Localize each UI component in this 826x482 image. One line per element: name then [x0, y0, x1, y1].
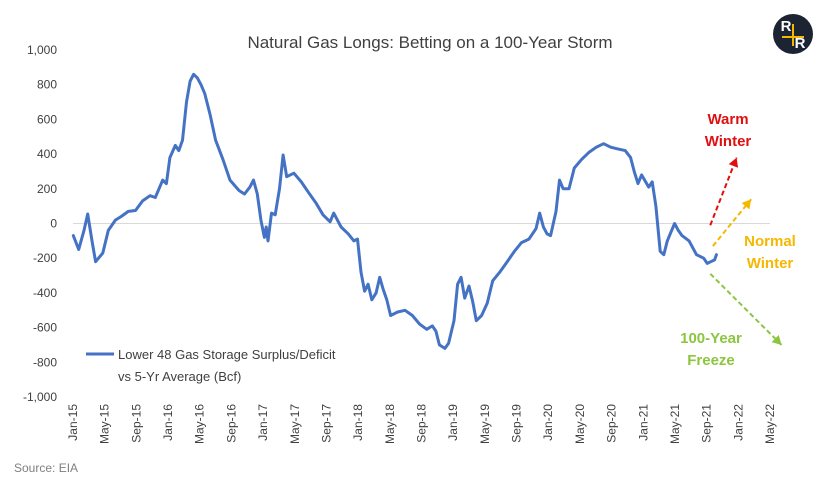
y-tick-label: 800 — [37, 78, 57, 92]
logo-letter-bottom: R — [795, 35, 806, 52]
x-tick-label: May-18 — [383, 404, 397, 444]
x-tick-label: Sep-15 — [129, 404, 143, 443]
x-tick-label: May-17 — [288, 404, 302, 444]
x-tick-label: May-19 — [478, 404, 492, 444]
brand-logo: R R — [773, 14, 813, 54]
x-tick-label: May-16 — [193, 404, 207, 444]
legend-label-line2: vs 5-Yr Average (Bcf) — [118, 369, 241, 384]
y-tick-label: -200 — [33, 251, 57, 265]
arrow-warm-winter — [709, 157, 738, 226]
arrowhead-hundred-year-freeze — [771, 335, 782, 345]
x-tick-label: Sep-20 — [605, 404, 619, 443]
annotation-label-normal-winter: Winter — [747, 255, 794, 272]
arrowhead-normal-winter — [741, 199, 752, 210]
x-tick-label: Sep-21 — [700, 404, 714, 443]
arrow-hundred-year-freeze — [709, 273, 783, 346]
legend-label-line1: Lower 48 Gas Storage Surplus/Deficit — [118, 347, 336, 362]
y-tick-label: -400 — [33, 286, 57, 300]
annotation-label-hundred-year-freeze: Freeze — [687, 352, 735, 369]
x-tick-label: Sep-17 — [319, 404, 333, 443]
arrowhead-warm-winter — [728, 157, 739, 168]
y-tick-label: 200 — [37, 182, 57, 196]
chart-title: Natural Gas Longs: Betting on a 100-Year… — [247, 33, 612, 52]
x-axis: Jan-15 May-15 Sep-15 Jan-16 May-16 Sep-16 Jan-… — [66, 404, 777, 444]
x-tick-label: May-15 — [98, 404, 112, 444]
x-tick-label: Jan-16 — [161, 404, 175, 441]
annotation-label-hundred-year-freeze: 100-Year — [680, 330, 742, 347]
y-tick-label: 1,000 — [27, 43, 57, 57]
x-tick-label: May-21 — [668, 404, 682, 444]
x-tick-label: Jan-22 — [731, 404, 745, 441]
annotation-label-warm-winter: Winter — [705, 133, 752, 150]
arrow-normal-winter — [712, 198, 752, 247]
annotation-label-warm-winter: Warm — [707, 111, 748, 128]
y-tick-label: -1,000 — [23, 390, 57, 404]
x-tick-label: Jan-20 — [541, 404, 555, 441]
scenario-annotations: Warm Winter Normal Winter 100-Year Freeze — [680, 111, 796, 369]
x-tick-label: Jan-15 — [66, 404, 80, 441]
x-tick-label: Jan-18 — [351, 404, 365, 441]
logo-letter-top: R — [781, 18, 792, 35]
x-tick-label: Sep-16 — [224, 404, 238, 443]
y-axis: 1,000 800 600 400 200 0 -200 -400 -600 -800 -1,000 — [23, 43, 57, 404]
x-tick-label: Jan-19 — [446, 404, 460, 441]
series-line-storage-surplus — [71, 72, 718, 350]
annotation-label-normal-winter: Normal — [744, 233, 796, 250]
y-tick-label: 600 — [37, 112, 57, 126]
x-tick-label: Jan-17 — [256, 404, 270, 441]
y-tick-label: -600 — [33, 321, 57, 335]
y-tick-label: 400 — [37, 147, 57, 161]
source-note: Source: EIA — [14, 461, 78, 475]
x-tick-label: Sep-18 — [415, 404, 429, 443]
y-tick-label: 0 — [50, 217, 57, 231]
y-tick-label: -800 — [33, 355, 57, 369]
legend: Lower 48 Gas Storage Surplus/Deficit vs … — [86, 347, 336, 384]
x-tick-label: May-22 — [763, 404, 777, 444]
x-tick-label: Sep-19 — [510, 404, 524, 443]
x-tick-label: Jan-21 — [636, 404, 650, 441]
x-tick-label: May-20 — [573, 404, 587, 444]
